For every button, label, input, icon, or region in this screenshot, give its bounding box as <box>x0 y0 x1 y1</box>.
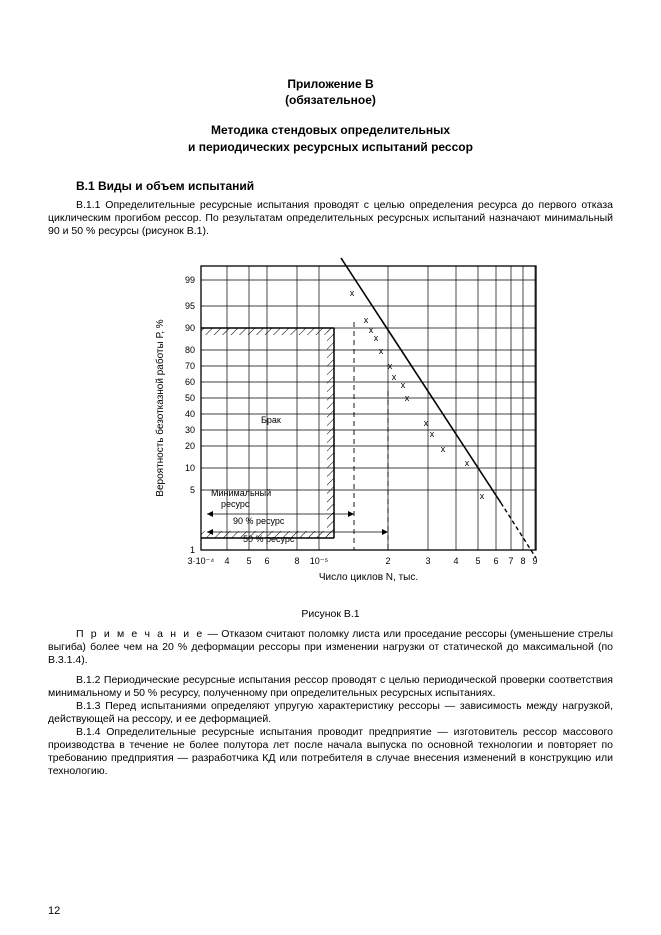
page-number: 12 <box>48 905 60 917</box>
svg-text:7: 7 <box>508 556 513 566</box>
svg-text:50 % ресурс: 50 % ресурс <box>243 534 295 544</box>
svg-text:5: 5 <box>189 485 194 495</box>
svg-text:Вероятность безотказной работы: Вероятность безотказной работы Р, % <box>154 319 166 497</box>
paragraph-b13: В.1.3 Перед испытаниями определяют упруг… <box>48 700 613 726</box>
svg-text:x: x <box>387 361 392 371</box>
svg-text:95: 95 <box>184 301 194 311</box>
svg-text:x: x <box>363 315 368 325</box>
svg-text:x: x <box>373 333 378 343</box>
svg-text:Брак: Брак <box>261 415 281 425</box>
svg-text:90: 90 <box>184 323 194 333</box>
svg-text:4: 4 <box>453 556 458 566</box>
paragraph-b14: В.1.4 Определительные ресурсные испытани… <box>48 726 613 779</box>
paragraph-b11: В.1.1 Определительные ресурсные испытани… <box>48 199 613 238</box>
svg-text:3·10⁻⁴: 3·10⁻⁴ <box>187 556 214 566</box>
title-line1: Методика стендовых определительных <box>48 122 613 138</box>
svg-text:3: 3 <box>425 556 430 566</box>
svg-text:5: 5 <box>246 556 251 566</box>
svg-text:4: 4 <box>224 556 229 566</box>
svg-text:8: 8 <box>520 556 525 566</box>
svg-text:2: 2 <box>385 556 390 566</box>
figure-b1: 99 95 90 80 70 60 50 40 30 20 10 5 13·10⁻⁴ 4 5 6 8 10⁻⁵ 2 3… <box>48 246 613 606</box>
svg-text:x: x <box>429 429 434 439</box>
svg-text:8: 8 <box>294 556 299 566</box>
svg-text:x: x <box>349 288 354 298</box>
paragraph-b12: В.1.2 Периодические ресурсные испытания … <box>48 674 613 700</box>
svg-text:99: 99 <box>184 275 194 285</box>
note-label: П р и м е ч а н и е <box>76 628 204 640</box>
svg-text:1: 1 <box>189 545 194 555</box>
svg-text:10⁻⁵: 10⁻⁵ <box>309 556 328 566</box>
svg-text:x: x <box>440 444 445 454</box>
svg-text:20: 20 <box>184 441 194 451</box>
svg-text:x: x <box>479 491 484 501</box>
svg-text:x: x <box>391 372 396 382</box>
svg-text:30: 30 <box>184 425 194 435</box>
svg-text:x: x <box>400 380 405 390</box>
svg-text:90 % ресурс: 90 % ресурс <box>233 516 285 526</box>
appendix-line1: Приложение В <box>48 76 613 92</box>
svg-text:60: 60 <box>184 377 194 387</box>
svg-text:80: 80 <box>184 345 194 355</box>
svg-text:Минимальный: Минимальный <box>211 488 271 498</box>
figure-caption: Рисунок В.1 <box>48 608 613 620</box>
svg-text:ресурс: ресурс <box>221 499 250 509</box>
svg-text:40: 40 <box>184 409 194 419</box>
section-heading: В.1 Виды и объем испытаний <box>48 179 613 193</box>
svg-text:x: x <box>404 393 409 403</box>
title-line2: и периодических ресурсных испытаний ресс… <box>48 139 613 155</box>
svg-text:5: 5 <box>475 556 480 566</box>
svg-text:Число циклов N, тыс.: Число циклов N, тыс. <box>318 572 417 583</box>
note-line: П р и м е ч а н и е — Отказом считают по… <box>48 628 613 667</box>
svg-text:50: 50 <box>184 393 194 403</box>
svg-text:x: x <box>464 458 469 468</box>
svg-text:70: 70 <box>184 361 194 371</box>
svg-text:10: 10 <box>184 463 194 473</box>
svg-text:6: 6 <box>264 556 269 566</box>
svg-text:6: 6 <box>493 556 498 566</box>
svg-text:x: x <box>378 346 383 356</box>
svg-text:x: x <box>423 418 428 428</box>
appendix-line2: (обязательное) <box>48 92 613 108</box>
